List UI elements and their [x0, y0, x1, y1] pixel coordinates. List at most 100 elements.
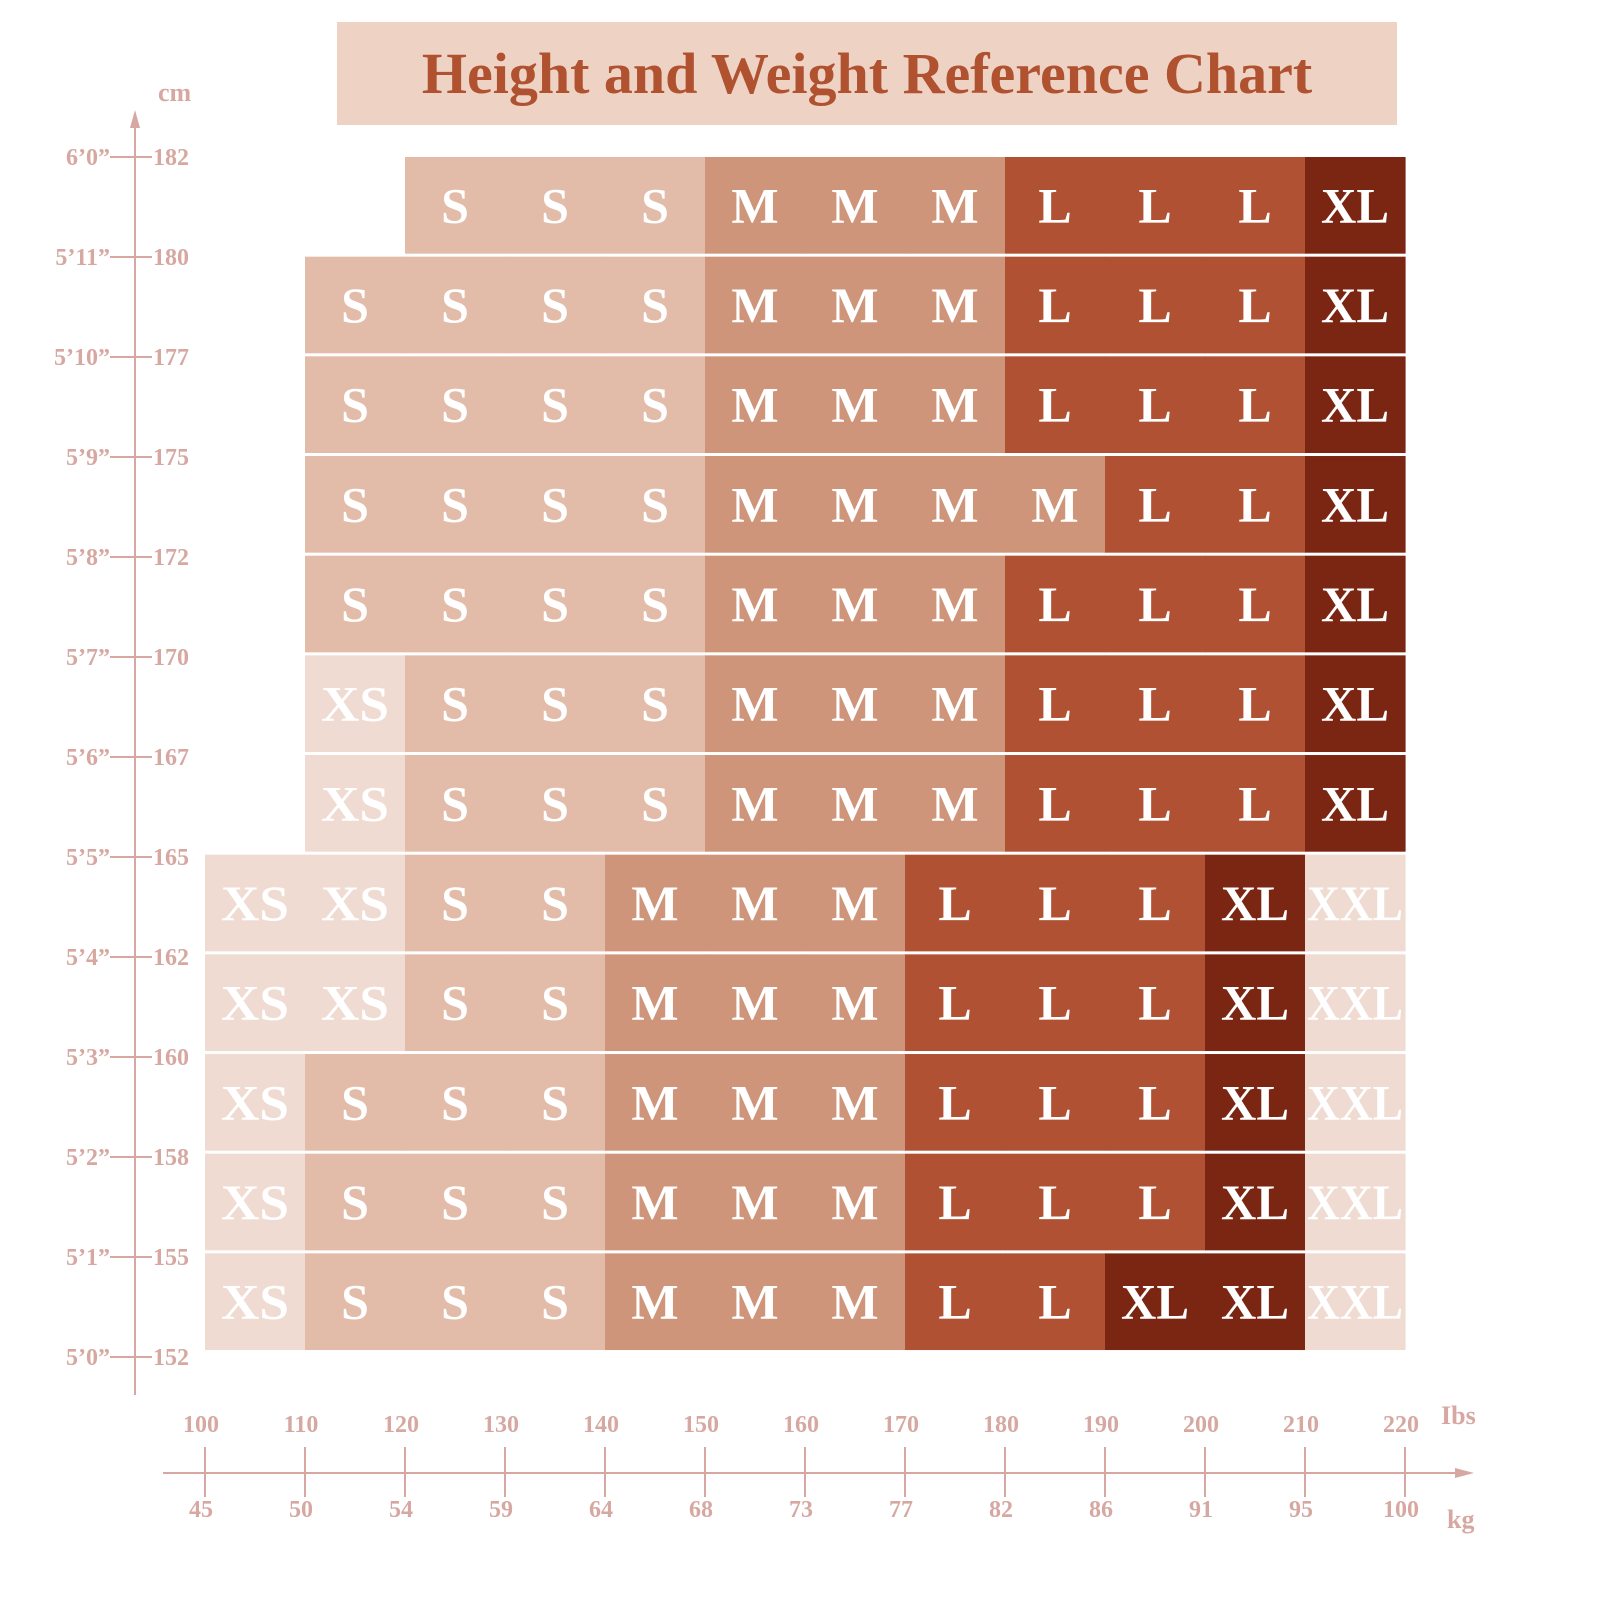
size-label: M	[831, 875, 878, 931]
x-tick-kg-label: 91	[1189, 1497, 1213, 1523]
size-label: L	[1138, 277, 1171, 333]
size-label: M	[731, 676, 778, 732]
size-label: S	[541, 676, 569, 732]
size-label: S	[541, 875, 569, 931]
size-cell	[905, 256, 1006, 354]
size-cell	[605, 456, 706, 553]
x-tick-lbs-label: 220	[1383, 1412, 1419, 1438]
size-label: M	[831, 1174, 878, 1230]
size-cell	[1305, 256, 1406, 354]
size-label: XS	[321, 775, 389, 831]
size-cell	[1205, 1253, 1306, 1351]
size-label: XS	[321, 875, 389, 931]
size-label: M	[731, 476, 778, 532]
y-tick-cm-label: 158	[153, 1145, 189, 1171]
size-label: XL	[1221, 975, 1289, 1031]
size-label: L	[1238, 775, 1271, 831]
size-label: S	[441, 177, 469, 233]
size-label: M	[731, 177, 778, 233]
size-cell	[605, 356, 706, 454]
size-label: XS	[321, 676, 389, 732]
size-label: M	[631, 1074, 678, 1130]
size-cell	[1105, 356, 1206, 454]
size-cell	[305, 854, 406, 952]
size-cell	[505, 1054, 606, 1151]
size-cell	[1205, 1054, 1306, 1151]
x-tick-kg-label: 45	[189, 1497, 213, 1523]
lbs-unit-label: Ibs	[1441, 1401, 1476, 1430]
size-label: S	[441, 1074, 469, 1130]
size-cell	[1005, 954, 1106, 1052]
y-tick-ft-label: 5’10”	[54, 345, 110, 371]
size-label: S	[441, 1274, 469, 1330]
size-label: XS	[221, 1174, 289, 1230]
size-label: L	[938, 975, 971, 1031]
size-label: L	[1238, 177, 1271, 233]
size-cell	[1105, 755, 1206, 852]
size-label: M	[631, 1174, 678, 1230]
size-cell	[505, 456, 606, 553]
size-cell	[705, 1054, 806, 1151]
size-label: XL	[1321, 676, 1389, 732]
size-label: M	[1031, 476, 1078, 532]
size-label: M	[931, 476, 978, 532]
size-cell	[905, 555, 1006, 653]
size-cell	[1205, 1153, 1306, 1251]
size-cell	[505, 555, 606, 653]
size-cell	[1205, 157, 1306, 254]
size-label: L	[938, 875, 971, 931]
x-tick-kg-label: 68	[689, 1497, 713, 1523]
size-cell	[1005, 356, 1106, 454]
size-cell	[1205, 555, 1306, 653]
size-label: S	[541, 1074, 569, 1130]
size-label: M	[831, 277, 878, 333]
size-cell	[605, 954, 706, 1052]
size-cell	[405, 356, 506, 454]
size-cell	[605, 157, 706, 254]
size-label: XL	[1321, 576, 1389, 632]
size-label: M	[831, 1074, 878, 1130]
size-cell	[1205, 755, 1306, 852]
size-cell	[505, 1253, 606, 1351]
size-cell	[805, 456, 906, 553]
size-label: M	[931, 676, 978, 732]
size-label: S	[441, 377, 469, 433]
size-label: S	[441, 277, 469, 333]
size-label: S	[441, 875, 469, 931]
size-cell	[405, 256, 506, 354]
size-label: L	[1138, 875, 1171, 931]
size-label: L	[1038, 177, 1071, 233]
size-cell	[505, 954, 606, 1052]
size-label: XL	[1321, 476, 1389, 532]
size-label: L	[1238, 476, 1271, 532]
size-cell	[1305, 1253, 1406, 1351]
size-cell	[905, 655, 1006, 753]
size-label: S	[641, 576, 669, 632]
size-cell	[905, 456, 1006, 553]
size-cell	[905, 854, 1006, 952]
size-label: S	[641, 277, 669, 333]
y-tick-cm-label: 167	[153, 745, 189, 771]
size-cell	[1105, 954, 1206, 1052]
size-label: M	[831, 1274, 878, 1330]
size-cell	[1305, 1054, 1406, 1151]
size-label: S	[641, 775, 669, 831]
size-label: L	[1138, 476, 1171, 532]
size-cell	[505, 854, 606, 952]
kg-unit-label: kg	[1447, 1505, 1475, 1534]
size-label: M	[931, 277, 978, 333]
size-label: S	[441, 476, 469, 532]
size-label: M	[731, 576, 778, 632]
title-banner: Height and Weight Reference Chart	[337, 22, 1397, 125]
size-cell	[305, 1054, 406, 1151]
size-label: L	[1138, 676, 1171, 732]
size-cell	[405, 655, 506, 753]
size-cell	[705, 356, 806, 454]
size-cell	[805, 655, 906, 753]
size-cell	[1105, 456, 1206, 553]
size-label: L	[1038, 277, 1071, 333]
size-cell	[705, 256, 806, 354]
size-label: L	[1238, 576, 1271, 632]
size-label: L	[1138, 1174, 1171, 1230]
